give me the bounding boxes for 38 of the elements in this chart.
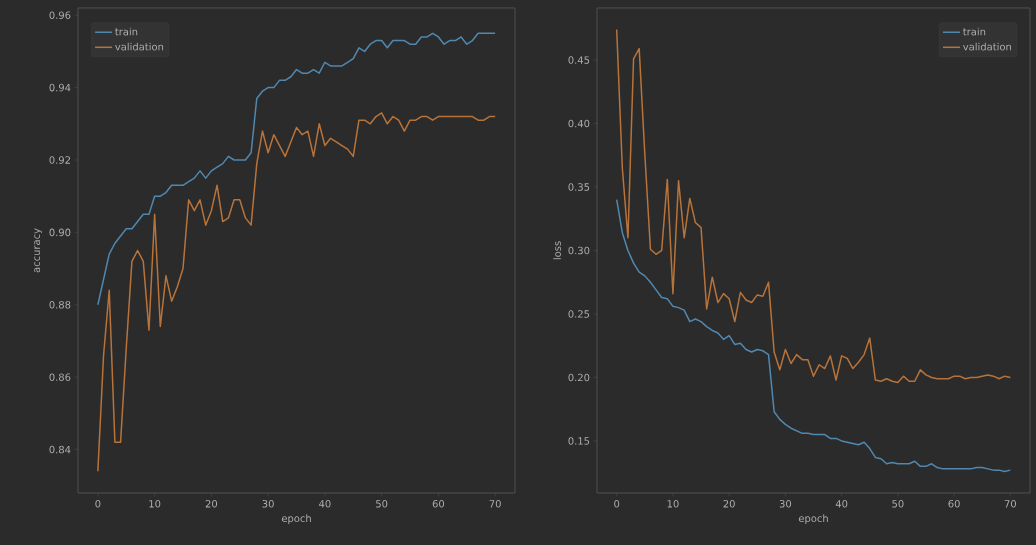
x-tick-label: 30 [262, 499, 274, 508]
x-tick-label: 0 [614, 499, 620, 508]
x-axis-title: epoch [798, 514, 828, 525]
x-axis-title: epoch [281, 514, 311, 525]
x-tick-label: 50 [376, 499, 388, 508]
y-tick-label: 0.86 [49, 373, 71, 381]
legend-label: validation [963, 42, 1011, 51]
legend-label: validation [115, 42, 164, 51]
x-tick-label: 30 [779, 499, 792, 508]
y-tick-label: 0.96 [49, 11, 71, 19]
y-tick-label: 0.25 [568, 310, 590, 318]
y-tick-label: 0.30 [568, 246, 590, 255]
x-tick-label: 60 [432, 499, 445, 508]
y-tick-label: 0.84 [49, 445, 71, 454]
x-tick-label: 20 [723, 499, 735, 508]
y-axis-title: accuracy [34, 228, 42, 273]
x-tick-label: 50 [892, 499, 904, 508]
y-tick-label: 0.94 [49, 83, 71, 92]
y-axis-title: loss [553, 241, 561, 260]
y-tick-label: 0.20 [568, 373, 590, 382]
y-tick-label: 0.35 [568, 183, 590, 191]
legend-label: train [963, 27, 986, 36]
x-tick-label: 10 [667, 499, 679, 508]
y-tick-label: 0.88 [49, 301, 71, 309]
x-tick-label: 70 [489, 499, 501, 508]
x-tick-label: 0 [95, 499, 101, 508]
legend-label: train [115, 27, 138, 36]
y-tick-label: 0.45 [568, 56, 590, 64]
x-tick-label: 40 [835, 499, 848, 508]
x-tick-label: 10 [149, 499, 161, 508]
x-tick-label: 60 [948, 499, 960, 508]
x-tick-label: 40 [319, 499, 331, 508]
x-tick-label: 70 [1004, 499, 1017, 508]
y-tick-label: 0.40 [568, 119, 590, 128]
x-tick-label: 20 [205, 499, 218, 508]
y-tick-label: 0.90 [49, 228, 71, 237]
y-tick-label: 0.15 [568, 437, 590, 445]
y-tick-label: 0.92 [49, 156, 70, 164]
